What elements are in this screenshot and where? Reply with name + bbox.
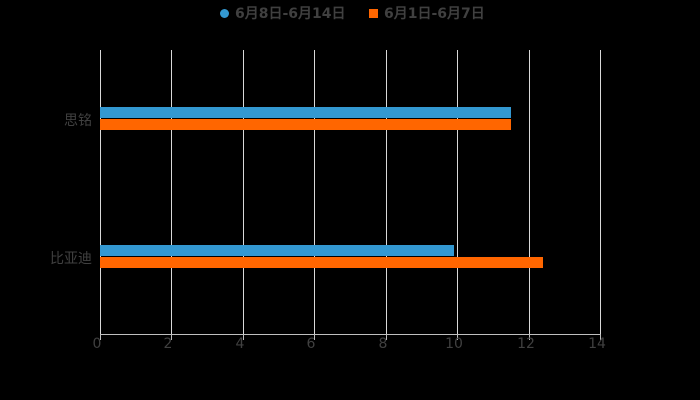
bar-week1[interactable] <box>100 118 511 130</box>
x-tick-label: 8 <box>378 336 388 352</box>
axis-tick <box>171 335 172 340</box>
x-tick-label: 6 <box>306 336 316 352</box>
bar-week2[interactable] <box>100 245 454 256</box>
category-label: 思铭 <box>64 113 92 129</box>
axis-tick <box>457 335 458 340</box>
x-tick-label: 12 <box>517 336 535 352</box>
x-tick-label: 2 <box>163 336 173 352</box>
axis-tick <box>529 335 530 340</box>
square-marker-icon <box>369 8 378 18</box>
chart-legend: 6月8日-6月14日 6月1日-6月7日 <box>0 3 700 23</box>
x-axis-line <box>100 334 601 335</box>
x-tick-label: 10 <box>445 336 463 352</box>
gridline <box>600 50 601 335</box>
bar-week1[interactable] <box>100 256 543 268</box>
x-tick-label: 0 <box>92 336 102 352</box>
bar-week2[interactable] <box>100 107 511 118</box>
legend-label: 6月8日-6月14日 <box>235 6 346 22</box>
legend-item-week1[interactable]: 6月1日-6月7日 <box>369 3 485 23</box>
gridline <box>171 50 172 335</box>
x-tick-label: 4 <box>235 336 245 352</box>
axis-tick <box>243 335 244 340</box>
axis-tick <box>314 335 315 340</box>
legend-label: 6月1日-6月7日 <box>384 6 485 22</box>
gridline <box>243 50 244 335</box>
legend-item-week2[interactable]: 6月8日-6月14日 <box>220 3 346 23</box>
axis-tick <box>100 335 101 340</box>
axis-tick <box>386 335 387 340</box>
gridline <box>457 50 458 335</box>
gridline <box>529 50 530 335</box>
circle-marker-icon <box>220 8 229 18</box>
gridline <box>386 50 387 335</box>
category-label: 比亚迪 <box>50 251 92 267</box>
gridline <box>100 50 101 335</box>
x-tick-label: 14 <box>588 336 606 352</box>
gridline <box>314 50 315 335</box>
axis-tick <box>600 335 601 340</box>
